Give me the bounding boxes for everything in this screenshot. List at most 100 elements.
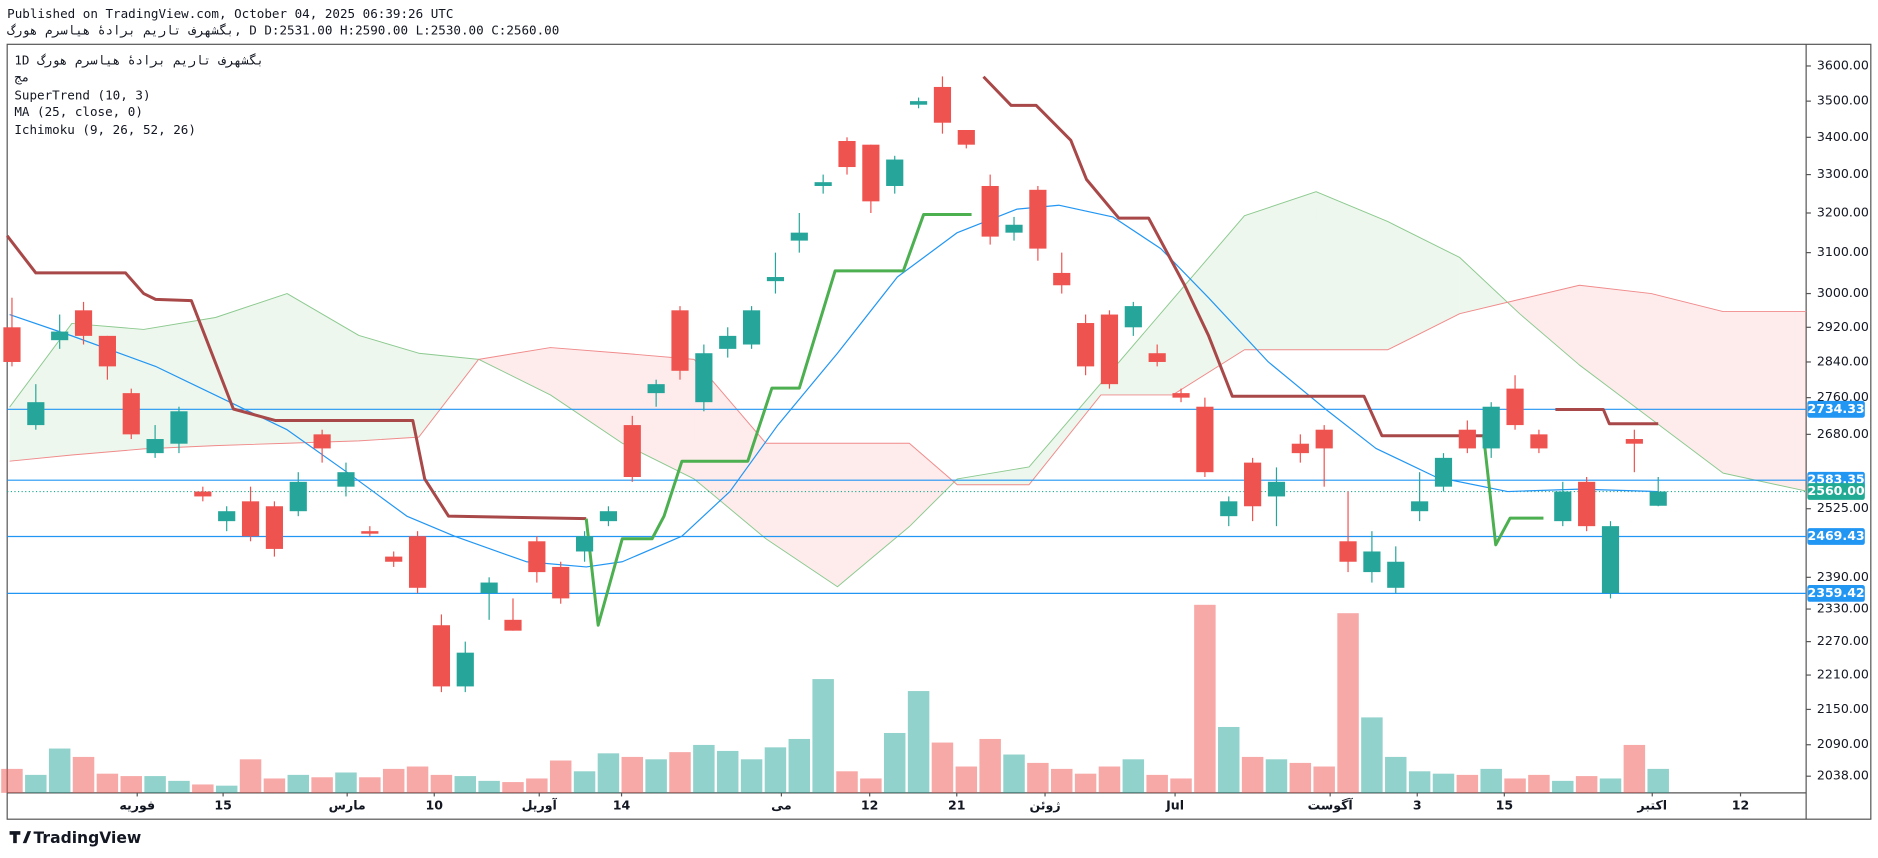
volume-bar	[144, 776, 166, 793]
candle-body	[1506, 388, 1524, 426]
y-tick-label: 2840.00	[1817, 353, 1869, 368]
logo-icon	[9, 831, 32, 844]
candle-body	[170, 411, 188, 444]
candle-body	[122, 393, 140, 435]
candle-body	[552, 566, 570, 599]
candle-body	[1220, 501, 1238, 517]
candle-body	[241, 501, 260, 537]
cloud	[909, 443, 955, 527]
volume-bar	[168, 780, 190, 793]
level-label-text: 2469.43	[1807, 528, 1864, 543]
legend-ticker: مج	[14, 69, 29, 85]
volume-bar	[1265, 759, 1288, 793]
last-price-label-box	[1807, 483, 1865, 500]
x-tick-label: ژوئن	[1030, 798, 1061, 813]
ma-line	[9, 204, 1659, 568]
cloud	[1244, 191, 1317, 350]
cloud	[1651, 293, 1724, 474]
candle-body	[480, 582, 498, 594]
candle-body	[289, 481, 307, 512]
volume-bar	[621, 756, 644, 793]
span-a	[9, 191, 1807, 588]
candle-body	[671, 310, 689, 371]
volume-bar	[573, 771, 596, 793]
volume-bar	[1, 768, 23, 793]
volume-bar	[907, 691, 930, 793]
logo-text: TradingView	[34, 829, 142, 847]
y-tick-label: 2920.00	[1817, 319, 1869, 334]
volume-bar	[597, 753, 620, 793]
volume-bar	[1480, 768, 1502, 793]
candle-body	[1244, 462, 1262, 507]
volume-bar	[1241, 756, 1264, 793]
legend-ichimoku: Ichimoku (9, 26, 52, 26)	[14, 122, 196, 137]
candle-body	[1291, 443, 1309, 454]
cloud	[1459, 257, 1508, 314]
x-tick-label: Jul	[1165, 798, 1184, 813]
volume-bar	[669, 752, 691, 793]
candle-body	[1077, 323, 1095, 367]
x-tick-label: مارس	[329, 798, 366, 813]
candle-body	[719, 335, 737, 349]
candle-body	[194, 491, 212, 497]
candle-body	[1434, 457, 1453, 487]
volume-bar	[263, 778, 286, 793]
cloud	[1387, 221, 1460, 350]
volume-bar	[1408, 771, 1431, 793]
x-tick-label: 15	[1496, 798, 1513, 813]
candle-body	[1124, 306, 1142, 328]
cloud	[215, 293, 288, 446]
x-tick-label: 3	[1413, 798, 1422, 813]
candle-body	[957, 129, 975, 145]
legend-ma: MA (25, close, 0)	[14, 104, 143, 119]
volume-bar	[1385, 756, 1407, 793]
candle-body	[1005, 224, 1023, 233]
volume-bar	[1051, 768, 1073, 793]
candle-body	[1387, 561, 1405, 588]
y-tick-label: 3200.00	[1817, 204, 1869, 219]
legend-symbol: 1D بگشهرف تاریم برادهٔ هیاسرم هورگ	[14, 53, 264, 69]
volume-bar	[645, 759, 667, 793]
published-note: Published on TradingView.com, October 04…	[7, 6, 453, 21]
level-label-box	[1807, 528, 1865, 545]
candle-body	[3, 327, 21, 362]
candle-body	[1100, 314, 1119, 385]
supertrend-line	[6, 234, 587, 521]
candle-body	[313, 434, 331, 449]
candle-body	[647, 384, 665, 394]
volume-bar	[48, 748, 71, 793]
candle-body	[456, 652, 474, 687]
level-label-text: 2359.42	[1807, 585, 1864, 600]
supertrend-line	[584, 213, 972, 627]
candle-body	[790, 232, 808, 241]
volume-bar	[1575, 776, 1598, 793]
candle-body	[504, 619, 522, 631]
cloud	[1519, 285, 1580, 366]
candle-body	[265, 506, 283, 549]
volume-bar	[549, 760, 572, 793]
volume-bar	[931, 742, 954, 793]
y-tick-label: 3300.00	[1817, 166, 1869, 181]
cloud	[418, 353, 479, 438]
y-tick-label: 3500.00	[1817, 93, 1869, 108]
candle-body	[385, 556, 403, 562]
x-tick-label: می	[771, 798, 792, 813]
volume-bar	[120, 776, 142, 793]
x-tick-label: آوریل	[522, 798, 558, 813]
volume-bar	[287, 774, 309, 793]
x-tick-label: 10	[426, 798, 444, 813]
cloud	[1723, 311, 1807, 492]
candle-body	[218, 511, 236, 522]
candle-body	[1530, 434, 1548, 449]
volume-bar	[764, 747, 787, 793]
candle-body	[27, 402, 45, 426]
volume-bar	[1003, 754, 1025, 793]
volume-bar	[836, 771, 858, 793]
cloud	[1507, 299, 1520, 314]
x-tick-label: 12	[861, 798, 878, 813]
x-tick-label: 12	[1732, 798, 1749, 813]
y-tick-label: 2270.00	[1817, 633, 1869, 648]
candle-body	[862, 144, 880, 202]
volume-bar	[955, 766, 978, 793]
x-tick-label: 14	[613, 798, 631, 813]
